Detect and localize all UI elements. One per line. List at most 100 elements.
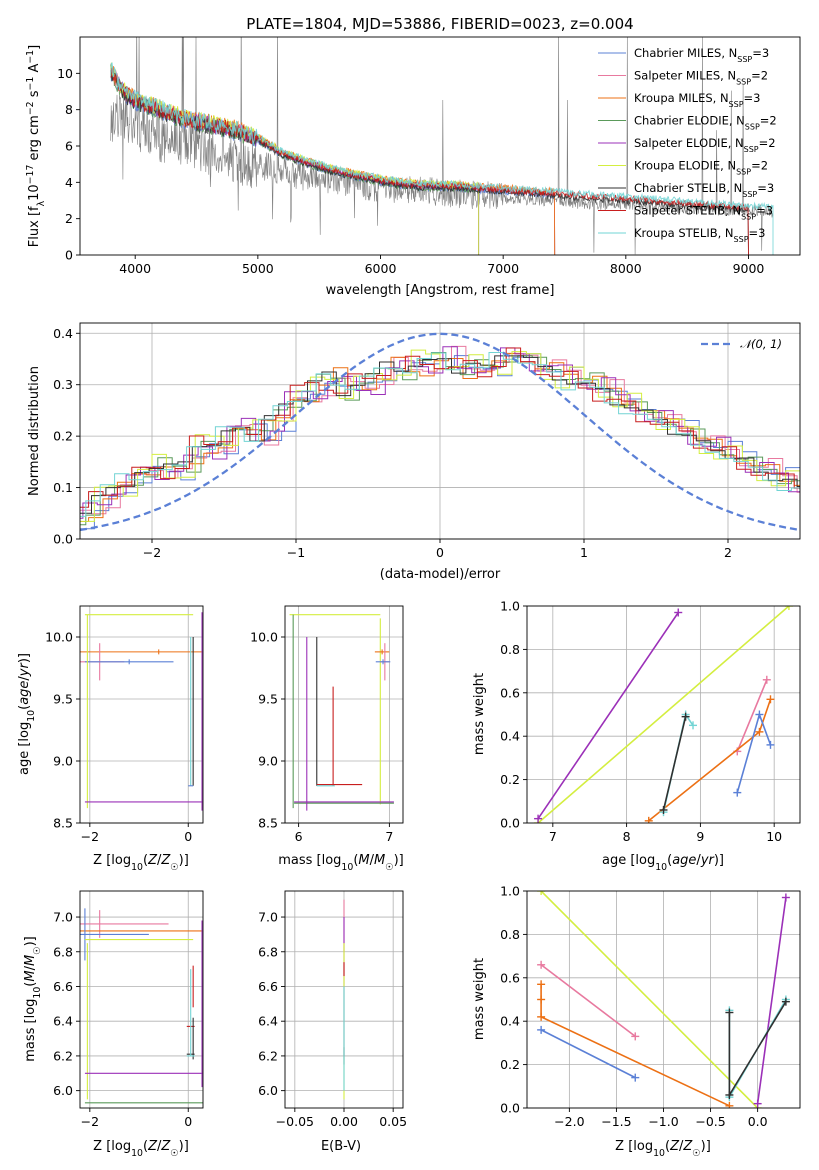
y-tick-label: 0.0: [53, 532, 73, 547]
legend-entry: Chabrier STELIB, NSSP=3: [634, 181, 774, 199]
plus-marker: [631, 1073, 640, 1082]
y-tick-label: 9.5: [53, 692, 73, 707]
x-axis-label: E(B-V): [321, 1139, 361, 1154]
x-axis-label: mass [log10(M/M☉)]: [278, 853, 404, 873]
y-axis-label: mass weight: [472, 673, 487, 755]
y-axis-label: Flux [fλ10−17 erg cm−2 s−1 A−1]: [25, 45, 47, 247]
plus-marker: [681, 712, 690, 721]
y-tick-label: 0.2: [500, 772, 520, 787]
plus-marker: [537, 1025, 546, 1034]
weight-series-line-5: [540, 1029, 636, 1079]
y-tick-label: 6.0: [53, 1083, 73, 1098]
y-tick-label: 0.6: [500, 685, 520, 700]
x-tick-label: −2: [81, 1114, 99, 1129]
legend-entry: Salpeter ELODIE, NSSP=2: [634, 136, 776, 154]
y-tick-label: 0.3: [53, 377, 73, 392]
plus-marker: [733, 788, 742, 797]
legend-entry: Kroupa STELIB, NSSP=3: [634, 226, 765, 244]
panel-6: [80, 891, 203, 1108]
plus-marker: [755, 727, 764, 736]
errorbar-plot-area: [80, 908, 203, 1104]
y-tick-label: 6.0: [258, 1083, 278, 1098]
x-tick-label: 9000: [733, 261, 765, 276]
histogram-series-5: [80, 346, 800, 519]
x-axis-label: Z [log10(Z/Z☉)]: [93, 853, 189, 873]
legend-entry: Chabrier ELODIE, NSSP=2: [634, 114, 777, 132]
plus-marker: [631, 1032, 640, 1041]
histogram-plot-area: [80, 332, 800, 536]
y-tick-label: 9.5: [258, 692, 278, 707]
x-axis-label: Z [log10(Z/Z☉)]: [93, 1139, 189, 1159]
y-tick-label: 6.4: [53, 1014, 73, 1029]
x-tick-label: 5000: [242, 261, 274, 276]
plus-marker: [689, 721, 698, 730]
histogram-series-2: [80, 345, 800, 515]
y-tick-label: 0.2: [500, 1057, 520, 1072]
y-tick-label: 0.4: [500, 1014, 520, 1029]
x-tick-label: −1: [287, 545, 305, 560]
weight-series-line-4: [540, 984, 730, 1107]
x-tick-label: 7: [549, 829, 557, 844]
panel-5-frame: [523, 605, 801, 827]
y-axis-label: Normed distribution: [27, 366, 42, 496]
y-tick-label: 7.0: [53, 910, 73, 925]
x-tick-label: 8: [623, 829, 631, 844]
plus-marker: [781, 997, 790, 1006]
plus-marker: [537, 995, 546, 1004]
spectrum-plot-area: [110, 37, 774, 255]
plus-marker: [725, 1008, 734, 1017]
panel-6-frame: [76, 890, 204, 1112]
weight-series-line-3: [540, 964, 636, 1038]
y-tick-label: 7.0: [258, 910, 278, 925]
y-tick-label: 6.6: [258, 979, 278, 994]
line-plot-area: [534, 606, 793, 823]
panel-4: [285, 606, 403, 824]
x-tick-label: 0.0: [748, 1114, 768, 1129]
y-tick-label: 6.4: [258, 1014, 278, 1029]
y-tick-label: 2: [65, 211, 73, 226]
x-tick-label: 0: [184, 1114, 192, 1129]
x-tick-label: −2.0: [554, 1114, 584, 1129]
panel-1: [110, 37, 774, 255]
y-tick-label: 1.0: [500, 599, 520, 614]
plus-marker: [766, 740, 775, 749]
y-tick-label: 0: [65, 248, 73, 263]
x-tick-label: −1.0: [648, 1114, 678, 1129]
y-tick-label: 9.0: [258, 754, 278, 769]
y-tick-label: 6.6: [53, 979, 73, 994]
plus-marker: [537, 960, 546, 969]
x-tick-label: 10: [766, 829, 782, 844]
observed-spectrum-line: [110, 37, 774, 255]
y-tick-label: 6.8: [258, 944, 278, 959]
panel-7-frame: [281, 890, 404, 1112]
legend-entry: Salpeter STELIB, NSSP=3: [634, 204, 773, 222]
x-axis-label: wavelength [Angstrom, rest frame]: [326, 283, 555, 298]
weight-series-line-2: [537, 612, 679, 820]
x-axis-label: age [log10(age/yr)]: [602, 853, 724, 873]
errorbar-point-1: [80, 649, 203, 655]
axes-frame: [526, 605, 801, 824]
errorbar-point-3: [84, 659, 174, 665]
histogram-series-7: [80, 355, 800, 514]
panel-3: [80, 606, 203, 824]
y-tick-label: 1.0: [500, 884, 520, 899]
plus-marker: [534, 814, 543, 823]
errorbar-plot-area: [289, 614, 394, 811]
y-tick-label: 8.5: [53, 816, 73, 831]
histogram-series-9: [80, 352, 800, 517]
y-axis-label: mass weight: [472, 958, 487, 1040]
x-tick-label: −0.05: [276, 1114, 314, 1129]
panel-2: [80, 323, 800, 540]
plus-marker: [781, 893, 790, 902]
x-axis-label: Z [log10(Z/Z☉)]: [615, 1139, 711, 1159]
x-tick-label: 0: [184, 829, 192, 844]
x-tick-label: 7000: [487, 261, 519, 276]
panel-4-frame: [281, 605, 404, 827]
plus-marker: [766, 695, 775, 704]
plus-marker: [674, 608, 683, 617]
panel-2-frame: [76, 322, 801, 543]
panel-3-frame: [76, 605, 204, 827]
y-tick-label: 0.8: [500, 642, 520, 657]
x-tick-label: 9: [696, 829, 704, 844]
